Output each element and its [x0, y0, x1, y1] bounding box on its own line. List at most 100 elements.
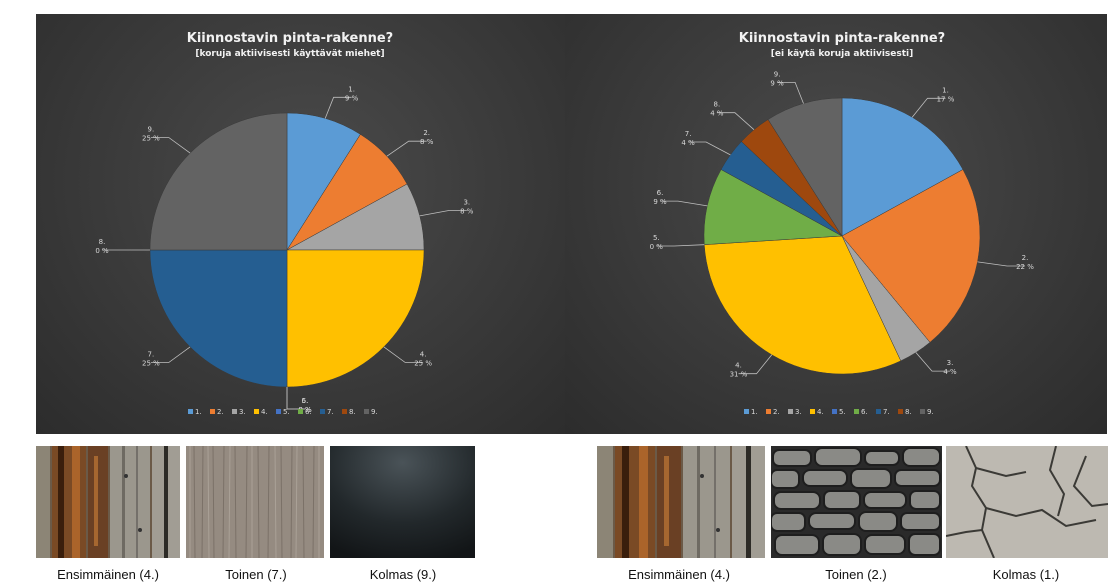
legend-swatch-2	[766, 409, 771, 414]
legend-label-9: 9.	[927, 408, 934, 416]
texture-thumb-stone	[771, 446, 942, 558]
texture-thumb-grey-wood	[186, 446, 324, 558]
legend-label-4: 4.	[817, 408, 824, 416]
legend-label-8: 8.	[905, 408, 912, 416]
slice-category-label: 2.	[423, 129, 430, 137]
legend-swatch-1	[744, 409, 749, 414]
legend-swatch-8	[898, 409, 903, 414]
legend-label-3: 3.	[239, 408, 246, 416]
leader-line-4	[383, 346, 424, 363]
slice-category-label: 1.	[942, 86, 949, 94]
texture-thumb-wood	[597, 446, 765, 558]
grey-wood-grain-image	[186, 446, 324, 558]
slice-category-label: 6.	[302, 397, 309, 405]
legend-swatch-4	[254, 409, 259, 414]
slice-category-label: 5.	[302, 397, 309, 405]
cracked-concrete-image	[946, 446, 1108, 558]
legend-swatch-6	[298, 409, 303, 414]
slice-value-label: 4 %	[681, 139, 695, 147]
leader-line-1	[911, 97, 946, 118]
slice-value-label: 4 %	[710, 110, 724, 118]
chart-title: Kiinnostavin pinta-rakenne?	[739, 31, 945, 46]
legend-swatch-6	[854, 409, 859, 414]
legend-swatch-1	[188, 409, 193, 414]
legend-swatch-3	[788, 409, 793, 414]
slice-category-label: 8.	[99, 238, 106, 246]
texture-thumb-wood	[36, 446, 180, 558]
leader-line-8	[716, 112, 755, 130]
slice-value-label: 0 %	[298, 406, 312, 414]
leader-line-2	[386, 140, 427, 157]
leader-line-9	[150, 137, 191, 154]
legend-label-2: 2.	[773, 408, 780, 416]
pie-chart-men-active: Kiinnostavin pinta-rakenne? [koruja akti…	[36, 14, 578, 434]
leader-line-1	[324, 96, 352, 119]
slice-value-label: 22 %	[1016, 263, 1034, 271]
caption-second: Toinen (7.)	[225, 567, 287, 582]
dark-gradient-image	[330, 446, 475, 558]
legend-swatch-3	[232, 409, 237, 414]
slice-value-label: 0 %	[95, 247, 109, 255]
pie-chart-svg: Kiinnostavin pinta-rakenne? [koruja akti…	[95, 31, 474, 416]
legend-swatch-5	[832, 409, 837, 414]
leader-line-7	[150, 346, 191, 363]
chart-subtitle: [ei käytä koruja aktiivisesti]	[771, 49, 913, 59]
weathered-wood-planks-image	[36, 446, 180, 558]
leader-line-2	[977, 261, 1025, 267]
pie-slice-4	[286, 249, 425, 388]
weathered-wood-planks-image	[597, 446, 765, 558]
legend-swatch-9	[364, 409, 369, 414]
slice-value-label: 17 %	[937, 95, 955, 103]
slice-category-label: 6.	[657, 189, 664, 197]
slice-value-label: 31 %	[730, 371, 748, 379]
legend-label-8: 8.	[349, 408, 356, 416]
slice-category-label: 4.	[420, 350, 427, 358]
pie-chart-svg: Kiinnostavin pinta-rakenne? [ei käytä ko…	[650, 31, 1035, 416]
pie-chart-non-active: Kiinnostavin pinta-rakenne? [ei käytä ko…	[565, 14, 1107, 434]
texture-thumb-dark	[330, 446, 475, 558]
legend-label-2: 2.	[217, 408, 224, 416]
leader-line-7	[688, 141, 731, 156]
caption-third: Kolmas (9.)	[369, 567, 437, 582]
legend-label-1: 1.	[195, 408, 202, 416]
slice-category-label: 3.	[947, 359, 954, 367]
legend-swatch-7	[320, 409, 325, 414]
caption-third: Kolmas (1.)	[992, 567, 1060, 582]
legend-label-9: 9.	[371, 408, 378, 416]
slice-value-label: 4 %	[943, 368, 957, 376]
slice-category-label: 7.	[148, 350, 155, 358]
legend-label-5: 5.	[283, 408, 290, 416]
leader-line-4	[738, 354, 773, 375]
leader-line-3	[419, 210, 467, 217]
slice-value-label: 8 %	[460, 208, 474, 216]
stone-wall-image	[771, 446, 942, 558]
slice-value-label: 25 %	[414, 359, 432, 367]
legend-label-1: 1.	[751, 408, 758, 416]
slice-value-label: 9 %	[653, 198, 667, 206]
legend-swatch-4	[810, 409, 815, 414]
legend-swatch-9	[920, 409, 925, 414]
legend-label-4: 4.	[261, 408, 268, 416]
slice-value-label: 8 %	[420, 138, 434, 146]
slice-category-label: 3.	[463, 199, 470, 207]
legend-label-6: 6.	[861, 408, 868, 416]
legend-label-6: 6.	[305, 408, 312, 416]
slice-value-label: 25 %	[142, 135, 160, 143]
pie-slice-9	[149, 112, 288, 251]
slice-value-label: 25 %	[142, 359, 160, 367]
texture-thumb-cracked	[946, 446, 1108, 558]
legend-label-3: 3.	[795, 408, 802, 416]
slice-value-label: 0 %	[650, 243, 664, 251]
leader-line-5	[656, 244, 705, 247]
leader-line-6	[660, 200, 708, 207]
slice-value-label: 9 %	[345, 94, 359, 102]
chart-subtitle: [koruja aktiivisesti käyttävät miehet]	[195, 49, 384, 59]
leader-line-3	[915, 352, 950, 372]
legend-label-7: 7.	[327, 408, 334, 416]
slice-category-label: 7.	[685, 130, 692, 138]
slice-category-label: 1.	[348, 85, 355, 93]
slice-category-label: 9.	[148, 126, 155, 134]
legend-swatch-7	[876, 409, 881, 414]
chart-title: Kiinnostavin pinta-rakenne?	[187, 31, 393, 46]
leader-line-9	[777, 82, 804, 104]
